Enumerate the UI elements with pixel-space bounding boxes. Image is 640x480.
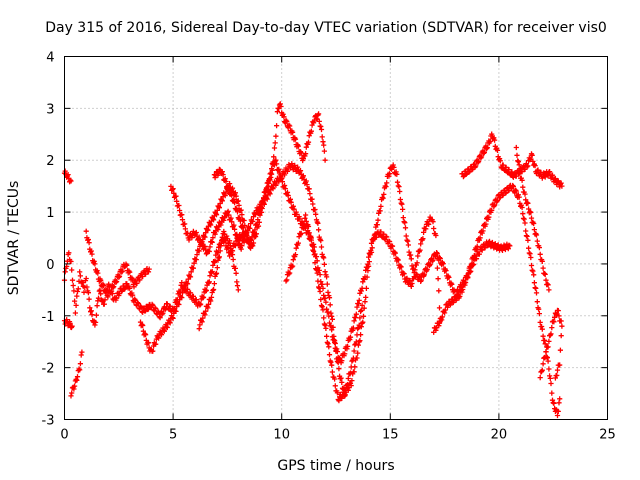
y-tick-label: -1 — [42, 310, 55, 325]
y-tick-label: 3 — [46, 102, 54, 117]
series-track-1 — [61, 168, 74, 185]
x-tick-label: 20 — [491, 428, 508, 443]
x-tick-label: 0 — [60, 428, 68, 443]
y-tick-label: 0 — [46, 258, 54, 273]
plot-frame — [64, 56, 608, 420]
series-track-5 — [83, 228, 152, 300]
series-track-4 — [68, 349, 85, 399]
series-track-10 — [283, 212, 365, 404]
x-tick-label: 10 — [273, 428, 290, 443]
y-tick-label: 2 — [46, 154, 54, 169]
y-tick-label: 4 — [46, 51, 54, 66]
series-track-12 — [459, 131, 565, 190]
y-axis-label: SDTVAR / TECUs — [6, 181, 22, 296]
x-axis-label: GPS time / hours — [277, 458, 394, 474]
x-tick-label: 5 — [169, 428, 177, 443]
tick-layer: 0 5 10 15 20 25 -3 -2 -1 0 1 2 3 4 — [42, 51, 616, 443]
y-tick-label: -2 — [42, 362, 55, 377]
series-track-2 — [61, 317, 75, 331]
y-tick-label: 1 — [46, 206, 54, 221]
chart-title: Day 315 of 2016, Sidereal Day-to-day VTE… — [45, 20, 607, 36]
series-track-14 — [537, 307, 565, 381]
x-tick-label: 25 — [599, 428, 616, 443]
series-track-8 — [196, 228, 241, 332]
series-track-13 — [513, 144, 552, 293]
series-track-9 — [211, 101, 328, 251]
x-tick-label: 15 — [382, 428, 399, 443]
series-layer — [61, 101, 565, 419]
series-track-7 — [168, 183, 250, 257]
series-track-11 — [431, 182, 563, 419]
series-track-6 — [137, 157, 443, 366]
y-tick-label: -3 — [42, 414, 55, 429]
